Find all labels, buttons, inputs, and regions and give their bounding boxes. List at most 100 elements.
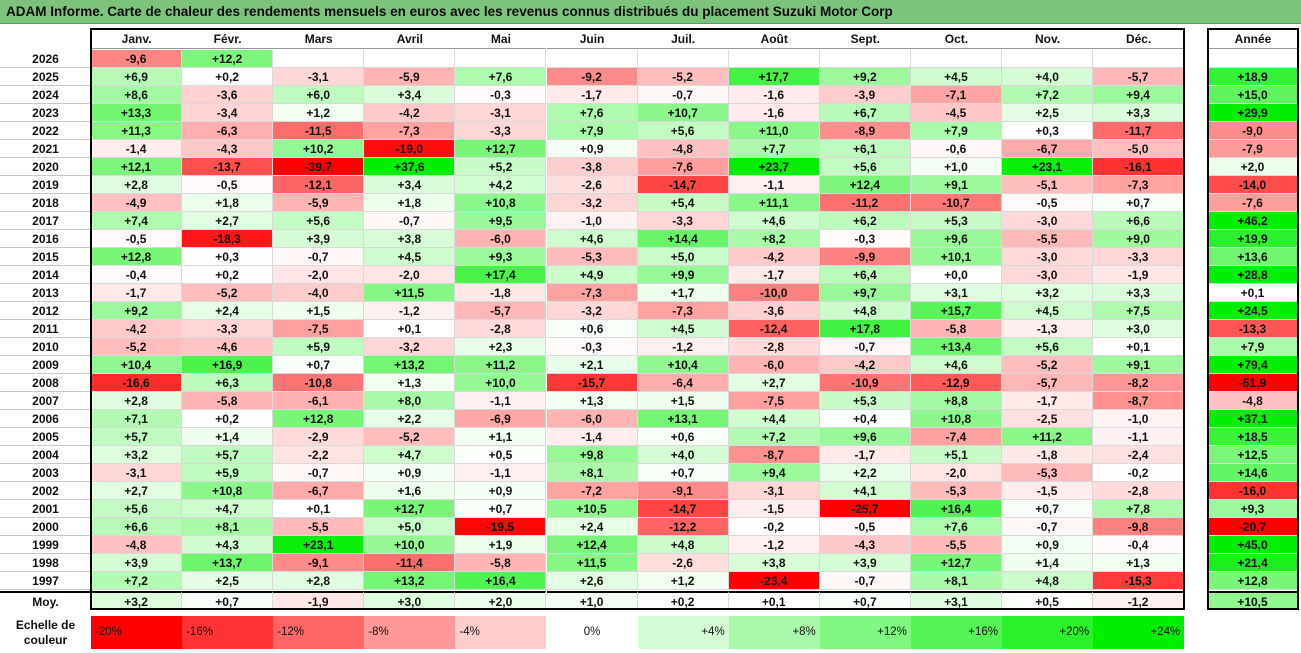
heatmap-cell: +1,8 [364,194,456,212]
heatmap-cell: -6,9 [455,410,547,428]
heatmap-cell: +10,2 [273,140,365,158]
heatmap-cell: -7,6 [637,158,729,176]
average-cell: +0,5 [1002,591,1094,609]
annual-cell: +28,8 [1208,266,1298,284]
heatmap-cell: -5,0 [1093,140,1185,158]
month-header: Sept. [819,29,911,49]
heatmap-cell: +2,7 [728,374,820,392]
annual-cell: +19,9 [1208,230,1298,248]
heatmap-cell: -6,0 [546,410,638,428]
heatmap-cell: -3,6 [728,302,820,320]
heatmap-cell: -0,3 [819,230,911,248]
heatmap-cell: +5,9 [273,338,365,356]
heatmap-cell: -13,7 [182,158,274,176]
heatmap-cell: -23,4 [728,572,820,590]
heatmap-cell: +7,4 [91,212,183,230]
heatmap-cell: -0,2 [1093,464,1185,482]
heatmap-cell: -5,8 [455,554,547,572]
heatmap-cell: -6,7 [273,482,365,500]
heatmap-cell: -0,7 [273,248,365,266]
heatmap-cell: -1,5 [1002,482,1094,500]
year-label: 2019 [0,176,91,194]
heatmap-cell: +10,8 [455,194,547,212]
heatmap-cell: -0,2 [728,518,820,536]
heatmap-cell: -0,7 [364,212,456,230]
annual-cell: -9,0 [1208,122,1298,140]
heatmap-cell: -19,0 [364,140,456,158]
heatmap-cell: +1,4 [182,428,274,446]
month-header: Avril [364,29,456,49]
heatmap-cell: +0,1 [1093,338,1185,356]
heatmap-cell: -7,5 [728,392,820,410]
annual-cell: +9,3 [1208,500,1298,518]
scale-label: Echelle de couleur [0,616,91,649]
heatmap-cell: -1,6 [728,86,820,104]
heatmap-cell: -1,7 [91,284,183,302]
heatmap-cell: -4,9 [91,194,183,212]
heatmap-cell: -1,4 [546,428,638,446]
heatmap-cell: -5,7 [1093,68,1185,86]
month-header: Janv. [91,29,183,49]
heatmap-cell: +0,7 [1002,500,1094,518]
heatmap-cell: -2,2 [273,446,365,464]
heatmap-cell: -11,7 [1093,122,1185,140]
annual-cell: +18,9 [1208,68,1298,86]
heatmap-cell: +0,6 [546,320,638,338]
year-label: 2017 [0,212,91,230]
heatmap-cell: -2,6 [546,176,638,194]
chart-title: ADAM Informe. Carte de chaleur des rende… [0,0,1301,24]
heatmap-cell: +0,2 [182,410,274,428]
heatmap-cell: +9,0 [1093,230,1185,248]
heatmap-cell: -0,7 [273,464,365,482]
heatmap-cell: -4,0 [273,284,365,302]
annual-cell: -16,0 [1208,482,1298,500]
heatmap-cell: +1,3 [364,374,456,392]
heatmap-cell: -10,7 [910,194,1002,212]
month-header: Août [728,29,820,49]
heatmap-cell: -1,1 [455,392,547,410]
heatmap-cell: +1,4 [1002,554,1094,572]
heatmap-cell: -2,9 [273,428,365,446]
heatmap-cell: -3,1 [273,68,365,86]
heatmap-cell: +12,7 [910,554,1002,572]
heatmap-cell: +11,2 [1002,428,1094,446]
heatmap-cell: +0,2 [182,266,274,284]
heatmap-cell: +3,3 [1093,284,1185,302]
heatmap-cell-empty [728,50,820,68]
heatmap-cell: -1,9 [1093,266,1185,284]
heatmap-cell: +6,1 [819,140,911,158]
heatmap-cell: -3,0 [1002,266,1094,284]
year-label: 1999 [0,536,91,554]
annual-cell: -51,9 [1208,374,1298,392]
heatmap-cell: +5,3 [819,392,911,410]
heatmap-cell: -5,5 [273,518,365,536]
scale-swatch: -20% [91,616,183,649]
heatmap-cell: +9,6 [910,230,1002,248]
heatmap-cell: +8,6 [91,86,183,104]
heatmap-cell: -6,4 [637,374,729,392]
heatmap-cell: -5,2 [364,428,456,446]
heatmap-cell: -0,7 [819,338,911,356]
heatmap-cell: -3,1 [728,482,820,500]
heatmap-cell: -5,7 [455,302,547,320]
year-label: 1998 [0,554,91,572]
year-label: 2015 [0,248,91,266]
annual-cell: +15,0 [1208,86,1298,104]
heatmap-cell: -3,3 [637,212,729,230]
average-cell: +0,2 [637,591,729,609]
heatmap-cell: +0,1 [273,500,365,518]
heatmap-cell: +13,7 [182,554,274,572]
heatmap-cell: -3,9 [819,86,911,104]
heatmap-cell: +6,0 [273,86,365,104]
heatmap-cell: -3,4 [182,104,274,122]
heatmap-cell: +7,6 [546,104,638,122]
heatmap-cell: -0,4 [91,266,183,284]
heatmap-cell: -7,1 [910,86,1002,104]
heatmap-cell: -6,0 [455,230,547,248]
year-label: 2018 [0,194,91,212]
heatmap-cell: -6,1 [273,392,365,410]
heatmap-cell: +1,9 [455,536,547,554]
heatmap-cell: +3,9 [91,554,183,572]
heatmap-cell: -0,5 [819,518,911,536]
heatmap-cell: +0,7 [1093,194,1185,212]
